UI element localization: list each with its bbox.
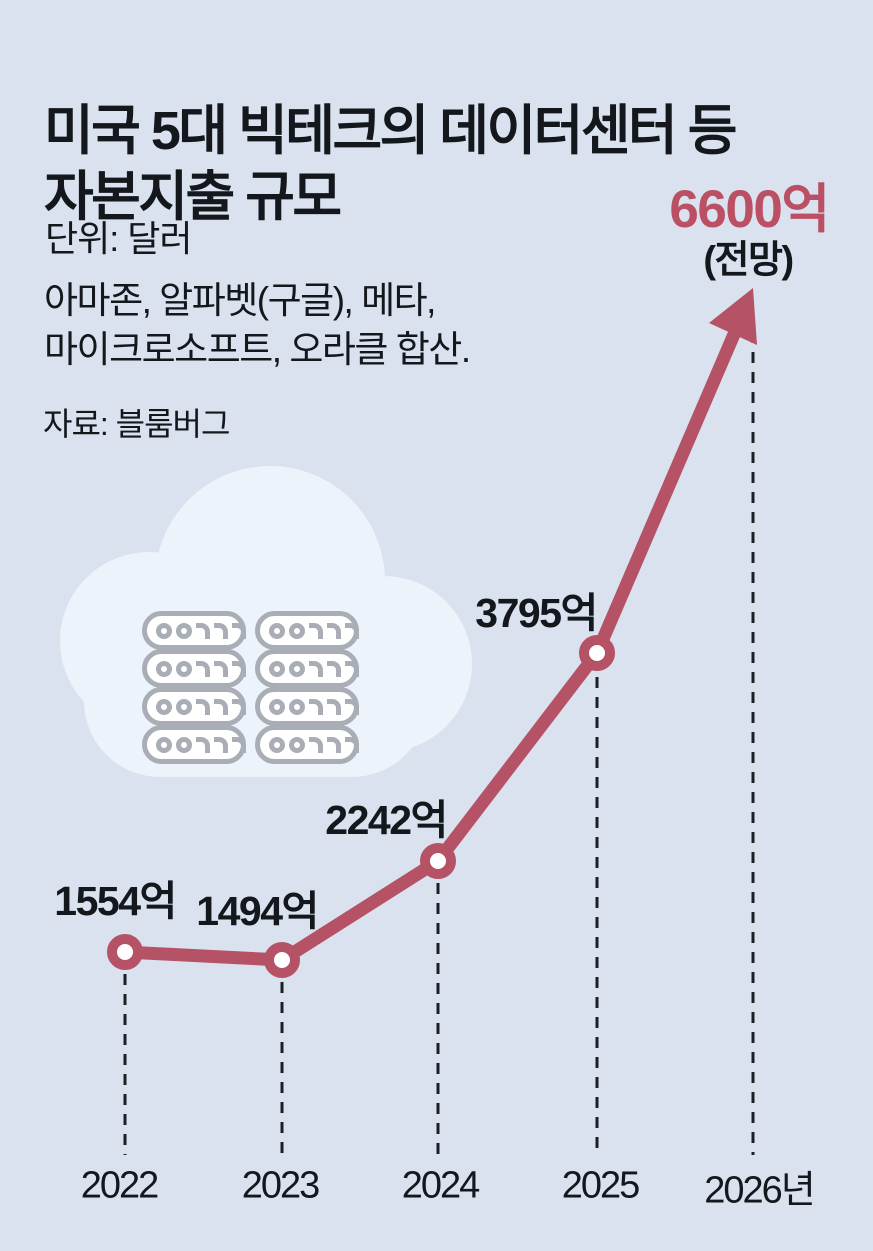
- axis-label-2024: 2024: [401, 1164, 481, 1207]
- server-vent-icon: [345, 736, 359, 753]
- server-led-icon: [176, 660, 192, 677]
- unit-label: 단위: 달러: [45, 218, 192, 259]
- server-vent-icon: [309, 622, 323, 639]
- server-vent-icon: [232, 736, 246, 753]
- server-vent-icon: [232, 660, 246, 677]
- server-led-icon: [156, 660, 172, 677]
- server-vent-icon: [196, 622, 210, 639]
- server-vent-icon: [214, 698, 228, 715]
- server-led-icon: [269, 622, 285, 639]
- server-led-icon: [289, 622, 305, 639]
- server-vent-icon: [345, 660, 359, 677]
- server-rack-column: [255, 611, 359, 764]
- axis-label-2022: 2022: [80, 1164, 160, 1207]
- server-led-icon: [176, 622, 192, 639]
- server-icon: [255, 725, 359, 764]
- server-vent-icon: [327, 622, 341, 639]
- value-label-2026-forecast: 6600억: [669, 180, 830, 239]
- server-icon: [255, 611, 359, 650]
- server-vent-icon: [327, 660, 341, 677]
- server-icon: [142, 611, 246, 650]
- server-led-icon: [269, 698, 285, 715]
- axis-label-2026: 2026년: [704, 1169, 815, 1212]
- page-title: 미국 5대 빅테크의 데이터센터 등 자본지출 규모: [44, 98, 737, 230]
- server-led-icon: [269, 660, 285, 677]
- server-rack-column: [142, 611, 246, 764]
- server-vent-icon: [232, 622, 246, 639]
- page-title-line1: 미국 5대 빅테크의 데이터센터 등: [44, 101, 737, 162]
- axis-label-2025: 2025: [561, 1164, 641, 1207]
- server-icon: [142, 725, 246, 764]
- server-led-icon: [269, 736, 285, 753]
- server-vent-icon: [327, 736, 341, 753]
- server-rack-illustration: [142, 611, 359, 764]
- server-vent-icon: [309, 660, 323, 677]
- server-led-icon: [289, 698, 305, 715]
- server-vent-icon: [196, 698, 210, 715]
- server-vent-icon: [214, 660, 228, 677]
- server-icon: [142, 649, 246, 688]
- server-vent-icon: [232, 698, 246, 715]
- server-vent-icon: [214, 622, 228, 639]
- server-led-icon: [289, 736, 305, 753]
- server-icon: [255, 687, 359, 726]
- value-label-2022: 1554억: [54, 878, 177, 924]
- value-label-2023: 1494억: [196, 888, 319, 934]
- page-title-line2: 자본지출 규모: [44, 167, 342, 228]
- server-vent-icon: [309, 736, 323, 753]
- companies-note-line1: 아마존, 알파벳(구글), 메타,: [44, 280, 436, 321]
- forecast-note: (전망): [703, 239, 794, 282]
- server-led-icon: [156, 736, 172, 753]
- server-vent-icon: [345, 698, 359, 715]
- server-icon: [142, 687, 246, 726]
- axis-label-2023: 2023: [241, 1164, 321, 1207]
- server-vent-icon: [196, 660, 210, 677]
- server-led-icon: [156, 622, 172, 639]
- server-led-icon: [176, 698, 192, 715]
- server-vent-icon: [214, 736, 228, 753]
- server-vent-icon: [327, 698, 341, 715]
- value-label-2024: 2242억: [325, 797, 448, 843]
- server-icon: [255, 649, 359, 688]
- server-led-icon: [289, 660, 305, 677]
- server-vent-icon: [345, 622, 359, 639]
- server-led-icon: [156, 698, 172, 715]
- server-vent-icon: [196, 736, 210, 753]
- value-label-2025: 3795억: [475, 590, 598, 636]
- server-vent-icon: [309, 698, 323, 715]
- server-led-icon: [176, 736, 192, 753]
